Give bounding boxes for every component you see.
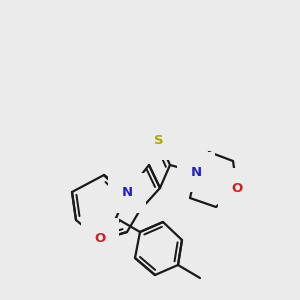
- Text: N: N: [122, 187, 133, 200]
- Text: O: O: [231, 182, 243, 194]
- Text: S: S: [154, 134, 164, 146]
- Text: N: N: [190, 166, 202, 178]
- Text: O: O: [94, 232, 106, 244]
